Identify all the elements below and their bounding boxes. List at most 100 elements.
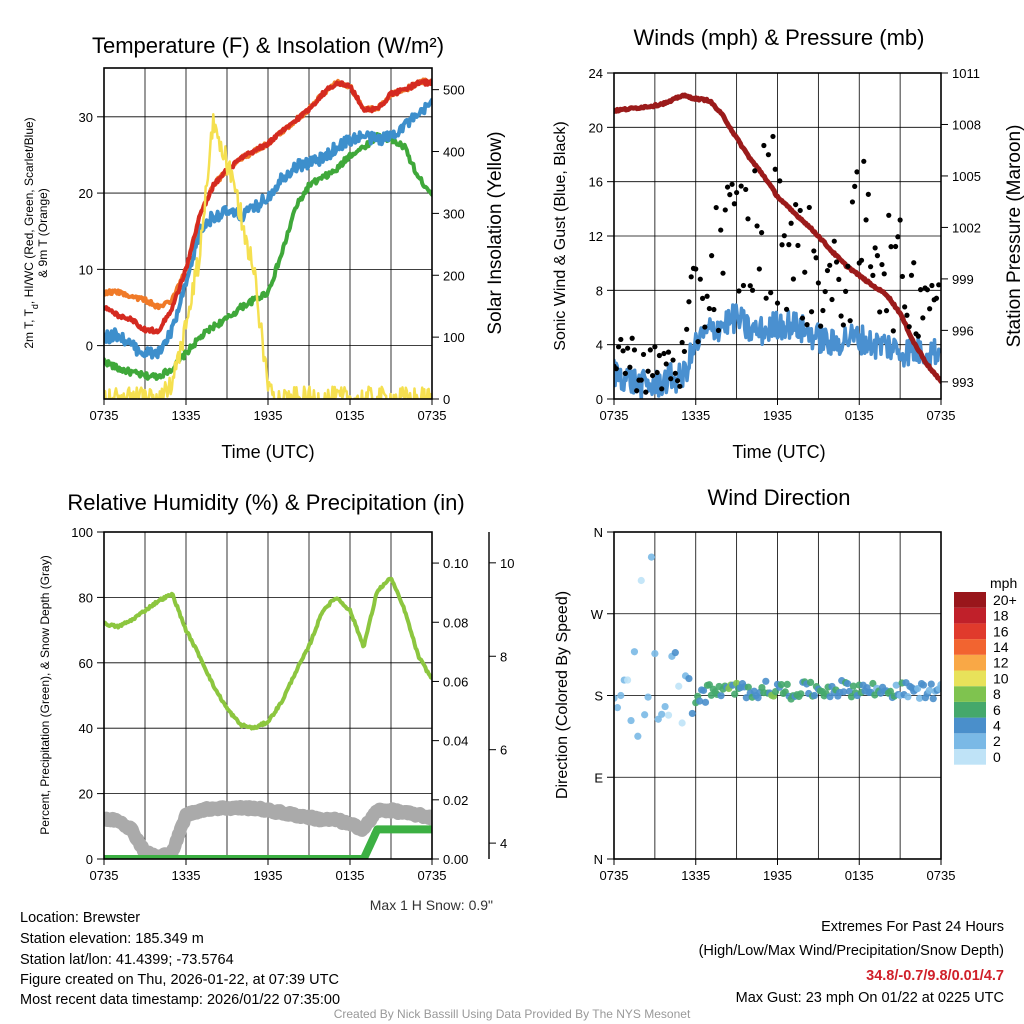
plot-frame xyxy=(613,72,942,400)
y-tick-label: 8 xyxy=(596,283,603,298)
gust-point xyxy=(906,324,912,330)
gust-point xyxy=(652,344,658,350)
speed-legend-swatch xyxy=(954,701,986,718)
gust-point xyxy=(804,322,810,328)
wind-direction-point xyxy=(644,693,652,701)
gust-point xyxy=(777,178,783,184)
gust-point xyxy=(858,257,865,263)
y-tick-label: 100 xyxy=(71,525,93,540)
station-location: Location: Brewster xyxy=(20,910,140,926)
wind-direction-point xyxy=(658,710,666,718)
insolation-axis-tick-label: 100 xyxy=(443,330,465,345)
gust-point xyxy=(665,349,672,355)
speed-legend-swatch xyxy=(954,749,986,765)
gust-point xyxy=(815,280,821,286)
gust-point xyxy=(861,158,867,164)
gust-point xyxy=(872,245,878,251)
wind-direction-point xyxy=(647,553,656,561)
gust-point xyxy=(681,348,687,355)
gust-point xyxy=(917,287,924,293)
x-tick-label: 0135 xyxy=(845,868,874,883)
temp-y-axis-label-line2: & 9m T (Orange) xyxy=(36,188,50,278)
gust-point xyxy=(677,383,683,389)
gust-point xyxy=(709,253,715,259)
gust-point xyxy=(645,368,651,374)
precip-axis-tick-label: 0.02 xyxy=(443,793,468,808)
x-tick-label: 0735 xyxy=(600,868,629,883)
gust-point xyxy=(774,300,781,306)
gust-point xyxy=(808,309,815,315)
station-elevation: Station elevation: 185.349 m xyxy=(20,931,204,947)
y-tick-label: 12 xyxy=(589,229,603,244)
x-tick-label: 0135 xyxy=(336,868,365,883)
gust-point xyxy=(868,264,874,270)
gust-point xyxy=(631,347,638,353)
gust-point xyxy=(656,352,663,359)
wind-direction-point xyxy=(925,686,933,695)
gust-point xyxy=(699,295,706,301)
series-solar-insolation-yellow- xyxy=(104,113,432,399)
insolation-axis-tick-label: 300 xyxy=(443,206,465,221)
x-tick-label: 0135 xyxy=(845,408,874,423)
max-gust: Max Gust: 23 mph On 01/22 at 0225 UTC xyxy=(736,990,1004,1006)
wind-direction-point xyxy=(886,687,894,696)
gust-point xyxy=(772,166,778,172)
gust-point xyxy=(661,350,667,357)
x-tick-label: 0735 xyxy=(418,868,447,883)
wind-direction-point xyxy=(869,679,877,688)
gust-point xyxy=(924,287,930,293)
gust-point xyxy=(702,324,708,330)
wind-x-axis-label: Time (UTC) xyxy=(732,442,825,462)
gust-point xyxy=(806,204,812,211)
wind-direction-point xyxy=(661,702,669,711)
gust-point xyxy=(836,276,842,283)
speed-legend-label: 18 xyxy=(993,608,1009,624)
gust-point xyxy=(734,189,740,196)
wind-direction-point xyxy=(685,674,693,683)
extremes-values: 34.8/-0.7/9.8/0.01/4.7 xyxy=(866,968,1004,984)
gust-point xyxy=(686,299,692,305)
speed-legend-swatch xyxy=(954,623,986,640)
gust-point xyxy=(843,288,849,294)
wind-direction-point xyxy=(696,697,704,705)
x-tick-label: 0735 xyxy=(90,408,119,423)
gust-point xyxy=(722,207,728,213)
wind-direction-point xyxy=(641,711,649,719)
gust-point xyxy=(720,270,726,276)
dir-y-axis-label: Direction (Colored By Speed) xyxy=(554,591,571,799)
gust-point xyxy=(927,306,933,312)
x-tick-label: 0735 xyxy=(90,868,119,883)
gust-point xyxy=(743,186,749,193)
y-tick-label: S xyxy=(594,689,603,704)
gust-point xyxy=(693,266,699,272)
pressure-axis-tick-label: 1005 xyxy=(952,169,981,184)
gust-point xyxy=(713,204,719,211)
gust-point xyxy=(759,230,765,236)
wind-panel-title: Winds (mph) & Pressure (mb) xyxy=(634,25,925,50)
gust-point xyxy=(650,372,656,379)
y-tick-label: 40 xyxy=(79,721,93,736)
gust-point xyxy=(706,305,712,312)
wind-direction-point xyxy=(840,688,848,696)
pressure-axis-tick-label: 993 xyxy=(952,375,974,390)
credit-line: Created By Nick Bassill Using Data Provi… xyxy=(334,1007,691,1021)
y-tick-label: 20 xyxy=(79,787,93,802)
speed-legend-label: 0 xyxy=(993,749,1001,765)
temp-panel-title: Temperature (F) & Insolation (W/m²) xyxy=(92,33,444,58)
speed-legend-label: 2 xyxy=(993,733,1001,749)
gust-point xyxy=(747,283,753,289)
gust-point xyxy=(627,364,633,370)
pressure-axis-tick-label: 1011 xyxy=(952,66,980,81)
gust-point xyxy=(820,307,826,314)
wind-direction-point xyxy=(744,683,752,691)
gust-point xyxy=(802,269,808,275)
temp-y-label-a: 2m T, T xyxy=(22,308,36,348)
wind-y-axis-label: Sonic Wind & Gust (Blue, Black) xyxy=(552,121,569,350)
gust-point xyxy=(849,199,856,205)
gust-point xyxy=(890,328,896,334)
speed-legend-swatch xyxy=(954,592,986,608)
wind-direction-point xyxy=(914,684,922,693)
gust-point xyxy=(795,242,801,249)
